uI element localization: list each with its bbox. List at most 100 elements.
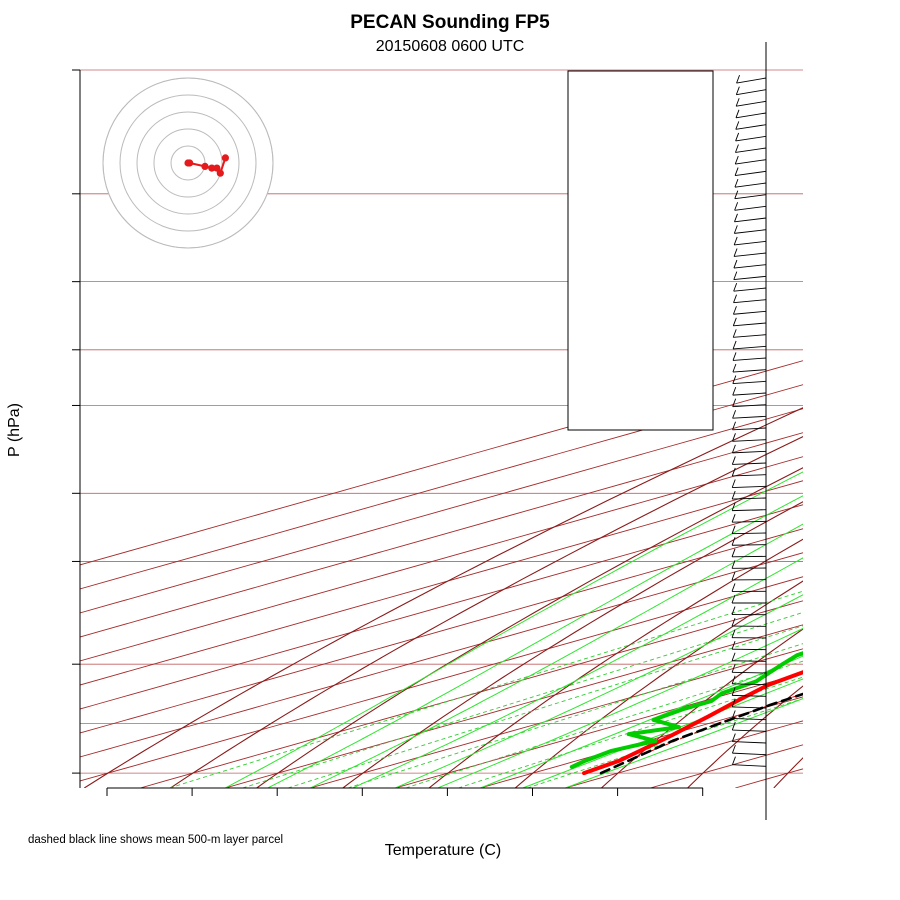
wind-barb-flag xyxy=(731,652,736,661)
wind-barb-flag xyxy=(733,225,738,234)
wind-barb xyxy=(735,170,767,177)
wind-barb-flag xyxy=(733,282,738,292)
mixing-ratio-line xyxy=(458,676,803,788)
wind-barb xyxy=(732,660,767,662)
hodograph-point xyxy=(213,164,221,172)
wind-barb xyxy=(732,520,767,523)
wind-barb xyxy=(733,299,767,304)
wind-barb-flag xyxy=(731,537,736,546)
wind-barb xyxy=(733,334,767,338)
moist-adiabat-line xyxy=(310,523,803,788)
wind-barb xyxy=(734,229,767,234)
wind-barb-flag xyxy=(731,456,736,465)
wind-barb xyxy=(735,159,767,165)
wind-barb-flag xyxy=(731,721,736,731)
wind-barb xyxy=(732,474,767,477)
dewpoint-profile xyxy=(569,651,803,769)
wind-barb xyxy=(735,135,767,142)
wind-barb-flag xyxy=(734,202,739,211)
wind-barb xyxy=(732,404,767,408)
wind-barb-flag xyxy=(734,155,739,165)
wind-barb xyxy=(733,264,767,269)
wind-barb xyxy=(733,345,767,350)
wind-barb xyxy=(732,729,767,732)
wind-barb-flag xyxy=(731,525,736,534)
wind-barb-flag xyxy=(734,190,739,199)
wind-barb xyxy=(732,532,767,535)
wind-barb xyxy=(736,89,767,96)
isotherm-line xyxy=(80,576,803,782)
sounding-series xyxy=(569,651,803,776)
wind-barb-flag xyxy=(731,606,736,615)
wind-barb-flag xyxy=(732,398,737,407)
wind-barb xyxy=(734,217,767,223)
wind-barb-flag xyxy=(731,698,736,708)
info-box-frame xyxy=(567,70,714,431)
wind-barb-flag xyxy=(731,571,736,581)
wind-barb-flag xyxy=(732,421,736,430)
hodograph-ring xyxy=(102,77,274,249)
wind-barb xyxy=(734,205,767,211)
hodograph-ring xyxy=(119,94,257,232)
isotherm-line xyxy=(80,528,803,734)
wind-barb-flag xyxy=(731,664,736,673)
wind-barb-flag xyxy=(734,167,739,176)
wind-barb xyxy=(732,694,767,697)
wind-barb-flag xyxy=(733,248,738,257)
wind-barb-flag xyxy=(732,410,737,419)
isotherm-line xyxy=(565,720,803,788)
wind-barb xyxy=(734,194,767,200)
wind-barb-flag xyxy=(733,306,737,315)
wind-barb-flag xyxy=(733,294,737,303)
wind-barb xyxy=(732,741,767,744)
dry-adiabat-line xyxy=(601,628,803,788)
wind-barb xyxy=(732,485,767,488)
dry-adiabat-line xyxy=(428,538,803,788)
wind-barb xyxy=(732,683,767,686)
moist-adiabat-line xyxy=(352,557,803,788)
x-axis-label: Temperature (C) xyxy=(385,842,501,859)
dry-adiabat-line xyxy=(687,685,803,788)
wind-barb-flag xyxy=(732,433,736,442)
y-axis-label: P (hPa) xyxy=(6,403,23,457)
wind-barb-flag xyxy=(731,479,736,488)
chart-title: PECAN Sounding FP5 xyxy=(350,12,550,33)
moist-adiabat-line xyxy=(565,698,803,788)
wind-barb-flag xyxy=(731,594,736,604)
moist-adiabat-line xyxy=(395,594,803,788)
wind-barb xyxy=(734,182,767,188)
wind-barb xyxy=(733,322,767,327)
wind-barb-flag xyxy=(732,352,737,361)
temperature-profile xyxy=(582,670,803,776)
hodograph-ring xyxy=(136,111,240,215)
wind-barb-flag xyxy=(731,583,736,592)
wind-barb xyxy=(735,112,767,119)
wind-barb-flag xyxy=(732,386,737,396)
mixing-ratio-line xyxy=(405,660,803,788)
wind-barb-flag xyxy=(731,733,736,742)
wind-barb xyxy=(735,147,767,153)
hodograph-point xyxy=(208,164,216,172)
hodograph-ring xyxy=(153,128,223,198)
wind-barb xyxy=(732,450,767,454)
hodograph-point xyxy=(201,162,209,170)
wind-barb xyxy=(733,310,767,315)
wind-barb-column xyxy=(731,42,767,820)
wind-barb xyxy=(732,380,767,385)
wind-barb-flag xyxy=(731,502,736,511)
isotherm-line xyxy=(80,456,803,662)
isotherm-line xyxy=(80,432,803,638)
hodograph-point xyxy=(221,154,229,162)
isotherm-line xyxy=(480,696,803,788)
chart-footnote: dashed black line shows mean 500-m layer… xyxy=(28,834,283,846)
wind-barb-flag xyxy=(733,271,738,280)
wind-barb xyxy=(732,439,767,442)
wind-barb-flag xyxy=(731,710,736,719)
wind-barb xyxy=(736,100,767,107)
y-axis xyxy=(72,69,81,788)
wind-barb-flag xyxy=(731,548,736,557)
mixing-ratio-lines xyxy=(169,590,803,788)
wind-barb xyxy=(732,392,767,396)
wind-barb xyxy=(732,509,767,512)
